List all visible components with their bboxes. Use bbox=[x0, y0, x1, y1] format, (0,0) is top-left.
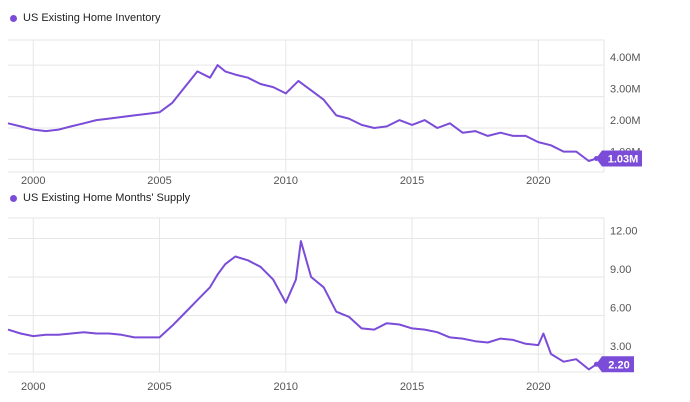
last-value-badge bbox=[596, 356, 634, 373]
y-tick-label: 9.00 bbox=[610, 264, 631, 276]
last-value-label: 1.03M bbox=[608, 153, 639, 165]
y-tick-label: 4.00M bbox=[610, 52, 641, 64]
last-value-label: 2.20 bbox=[608, 359, 629, 371]
y-tick-label: 2.00M bbox=[610, 115, 641, 127]
legend-inventory: US Existing Home Inventory bbox=[10, 12, 161, 24]
legend-dot-icon bbox=[10, 194, 17, 202]
y-tick-label: 3.00 bbox=[610, 341, 631, 353]
legend-dot-icon bbox=[10, 14, 17, 22]
x-tick-label: 2005 bbox=[147, 381, 171, 393]
x-tick-label: 2020 bbox=[526, 175, 550, 187]
series-line bbox=[7, 64, 597, 162]
x-tick-label: 2015 bbox=[400, 175, 424, 187]
x-tick-label: 2005 bbox=[147, 175, 171, 187]
legend-months-supply: US Existing Home Months' Supply bbox=[10, 192, 190, 204]
x-tick-label: 2000 bbox=[21, 381, 45, 393]
x-tick-label: 2000 bbox=[21, 175, 45, 187]
legend-label: US Existing Home Inventory bbox=[23, 12, 161, 24]
x-tick-label: 2010 bbox=[274, 381, 298, 393]
y-tick-label: 12.00 bbox=[610, 226, 638, 238]
last-value-badge bbox=[596, 150, 642, 167]
y-tick-label: 6.00 bbox=[610, 303, 631, 315]
legend-label: US Existing Home Months' Supply bbox=[23, 192, 191, 204]
series-line bbox=[7, 240, 597, 371]
y-tick-label: 3.00M bbox=[610, 84, 641, 96]
x-tick-label: 2010 bbox=[274, 175, 298, 187]
x-tick-label: 2015 bbox=[400, 381, 424, 393]
x-tick-label: 2020 bbox=[526, 381, 550, 393]
